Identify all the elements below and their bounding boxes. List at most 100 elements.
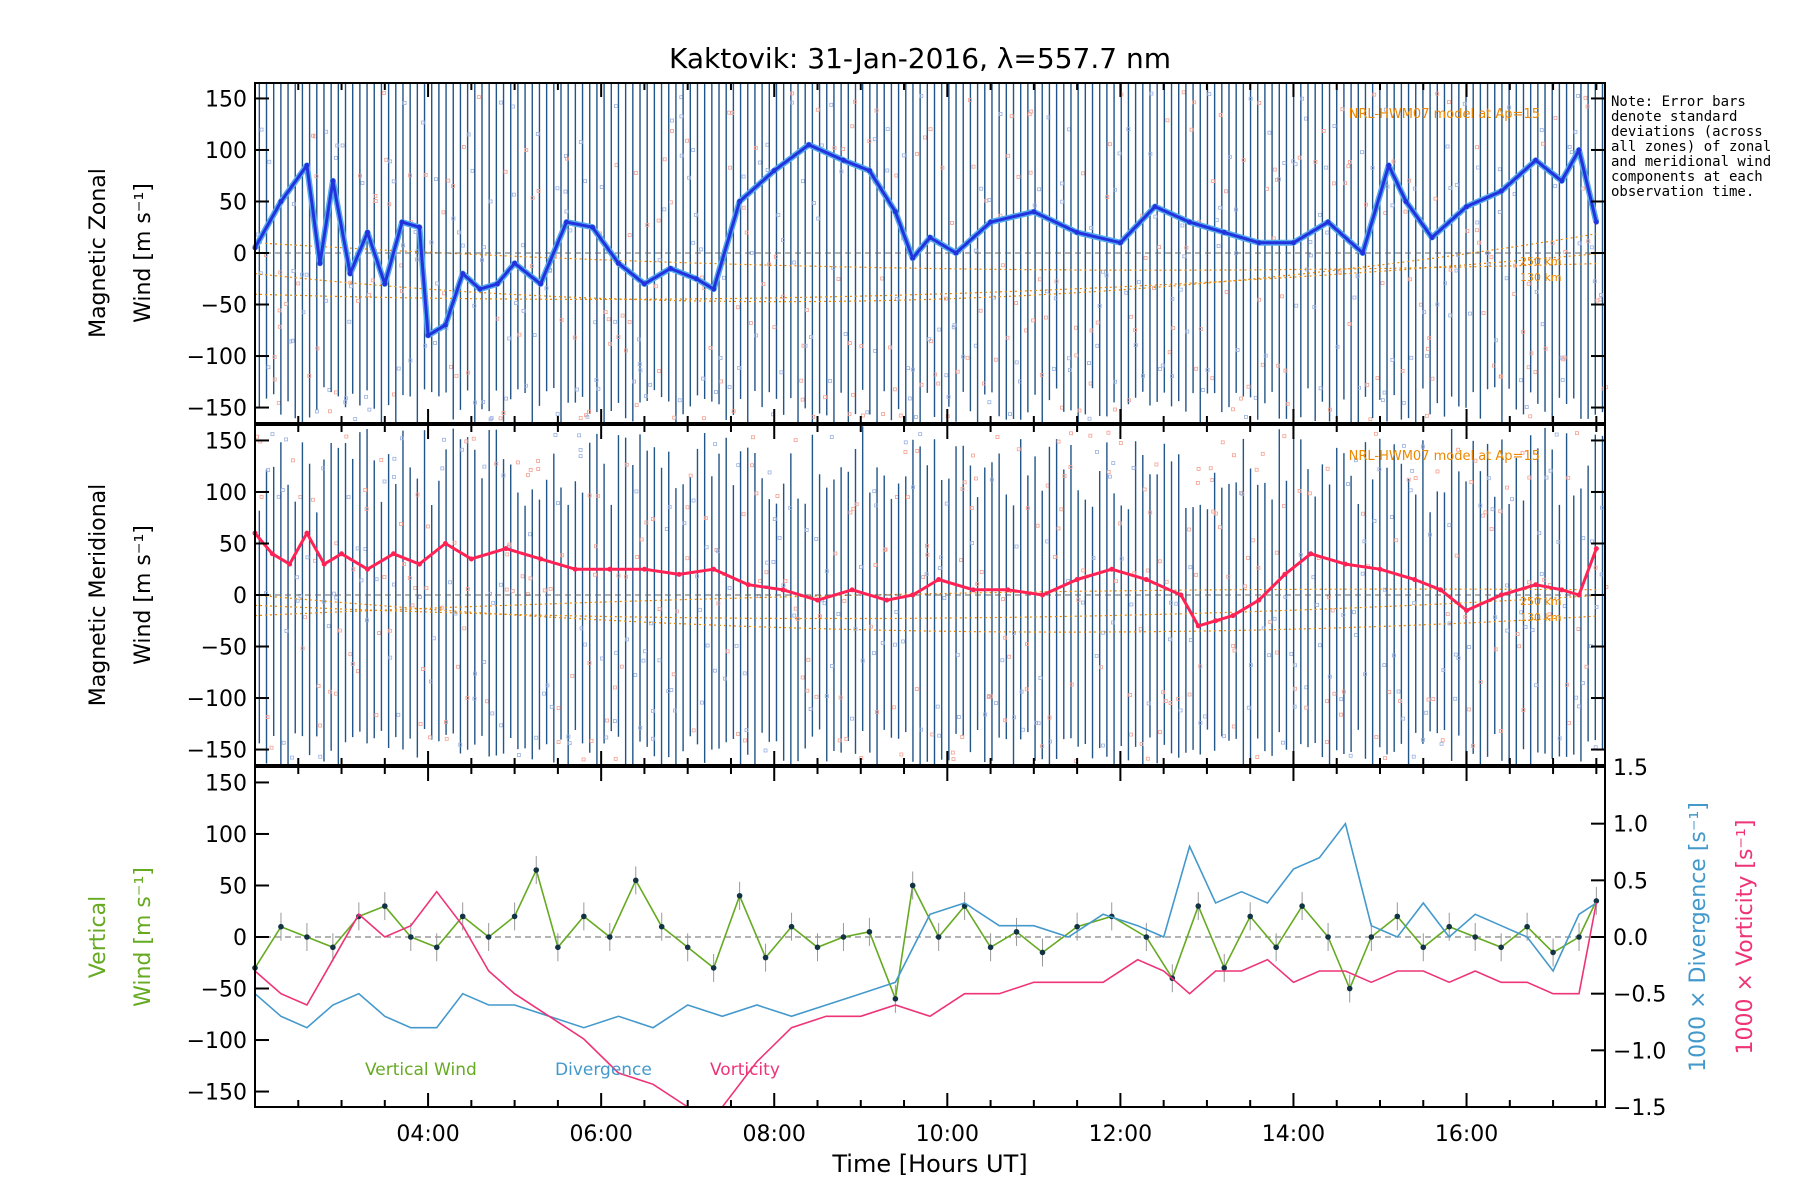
legend-divergence: Divergence bbox=[555, 1060, 652, 1080]
vertical-wind-point bbox=[1576, 934, 1582, 940]
y2-tick-label: 1.0 bbox=[1613, 813, 1648, 838]
model-line bbox=[254, 253, 1597, 300]
vertical-wind-point bbox=[1221, 965, 1228, 971]
zone-point bbox=[727, 586, 732, 590]
zone-point bbox=[1218, 525, 1222, 530]
zone-point bbox=[697, 607, 702, 612]
zone-point bbox=[338, 628, 342, 633]
zone-point bbox=[1168, 637, 1172, 642]
zone-point bbox=[1396, 689, 1401, 694]
zone-point bbox=[555, 411, 560, 416]
wind-point bbox=[884, 597, 890, 603]
zone-point bbox=[482, 464, 487, 469]
zone-point bbox=[1362, 539, 1367, 544]
zone-point bbox=[1576, 704, 1581, 709]
zone-point bbox=[1584, 664, 1589, 669]
zone-point bbox=[1161, 690, 1166, 695]
zone-point bbox=[779, 370, 784, 375]
zone-point bbox=[556, 501, 560, 506]
zone-point bbox=[829, 435, 834, 439]
zone-point bbox=[1218, 113, 1223, 117]
vertical-panel: 150 100 50 0 −50 −100 −150 1.5 1.0 0.5 0.0 −0.5 −1.… bbox=[86, 756, 1758, 1147]
zone-point bbox=[1268, 620, 1273, 624]
x-tick-label: 10:00 bbox=[916, 1122, 979, 1147]
zone-point bbox=[754, 333, 758, 338]
zone-point bbox=[311, 497, 315, 502]
zone-point bbox=[614, 163, 619, 168]
zone-point bbox=[832, 145, 837, 150]
zonal-model-label: NRL-HWM07 model at Ap=15 bbox=[1349, 107, 1540, 122]
vertical-wind-point bbox=[1074, 923, 1080, 930]
zone-point bbox=[624, 462, 629, 467]
zone-point bbox=[781, 583, 786, 588]
zone-point bbox=[1377, 467, 1382, 472]
zone-point bbox=[431, 636, 436, 641]
zonal-ylabel-line2: Wind [m s⁻¹] bbox=[131, 183, 156, 323]
zone-point bbox=[1443, 281, 1447, 286]
zone-point bbox=[1265, 186, 1269, 191]
zone-point bbox=[1374, 735, 1379, 739]
zone-point bbox=[1145, 568, 1150, 573]
zone-point bbox=[1178, 287, 1183, 292]
meridional-model-height-2: 130 km bbox=[1520, 611, 1562, 624]
vertical-wind-point bbox=[1325, 934, 1331, 940]
zone-point bbox=[653, 284, 658, 289]
zone-point bbox=[579, 626, 584, 631]
wind-point bbox=[564, 219, 570, 225]
y-tick-label: 100 bbox=[205, 481, 247, 506]
zone-point bbox=[596, 386, 601, 391]
zone-point bbox=[392, 456, 397, 461]
zone-point bbox=[367, 407, 372, 412]
zone-point bbox=[1497, 210, 1502, 214]
zone-point bbox=[694, 212, 698, 217]
zone-point bbox=[265, 715, 270, 720]
zone-point bbox=[1108, 474, 1112, 479]
zone-point bbox=[842, 599, 847, 603]
wind-point bbox=[1040, 592, 1045, 598]
wind-point bbox=[1213, 618, 1219, 624]
zone-point bbox=[632, 379, 636, 384]
vertical-wind-point bbox=[1039, 949, 1046, 956]
model-line bbox=[254, 588, 1597, 617]
zone-point bbox=[1194, 572, 1199, 577]
chart-title: Kaktovik: 31-Jan-2016, λ=557.7 nm bbox=[669, 42, 1171, 75]
zone-point bbox=[1088, 381, 1093, 386]
wind-point bbox=[1464, 204, 1470, 210]
zone-point bbox=[473, 671, 477, 676]
wind-point bbox=[477, 286, 483, 292]
wind-point bbox=[1438, 587, 1444, 593]
zone-point bbox=[1403, 209, 1408, 214]
zone-point bbox=[973, 343, 978, 348]
zone-point bbox=[812, 201, 816, 205]
zone-point bbox=[1534, 289, 1539, 294]
wind-point bbox=[317, 260, 323, 266]
x-tick-label: 12:00 bbox=[1089, 1122, 1152, 1147]
zone-point bbox=[387, 202, 392, 207]
zone-point bbox=[314, 174, 319, 179]
zone-point bbox=[413, 586, 418, 591]
zone-point bbox=[1556, 539, 1561, 544]
zone-point bbox=[408, 358, 413, 363]
zone-point bbox=[1499, 729, 1503, 733]
zone-point bbox=[847, 341, 852, 346]
zone-point bbox=[503, 169, 508, 174]
zone-point bbox=[315, 346, 320, 351]
zone-point bbox=[829, 102, 834, 107]
zone-point bbox=[1408, 277, 1412, 282]
zone-point bbox=[944, 501, 949, 506]
zone-point bbox=[1005, 335, 1010, 340]
zone-point bbox=[1001, 597, 1005, 602]
zone-point bbox=[765, 560, 770, 565]
zone-point bbox=[1067, 368, 1072, 372]
zone-point bbox=[1232, 648, 1237, 653]
zone-point bbox=[542, 588, 547, 593]
zone-point bbox=[687, 175, 691, 180]
zone-point bbox=[1205, 368, 1210, 372]
wind-point bbox=[1533, 582, 1539, 588]
zone-point bbox=[1272, 167, 1277, 172]
zone-point bbox=[353, 417, 358, 421]
zone-point bbox=[399, 263, 404, 268]
zone-point bbox=[1303, 116, 1308, 121]
wind-point bbox=[1290, 240, 1296, 246]
x-tick-label: 08:00 bbox=[743, 1122, 806, 1147]
